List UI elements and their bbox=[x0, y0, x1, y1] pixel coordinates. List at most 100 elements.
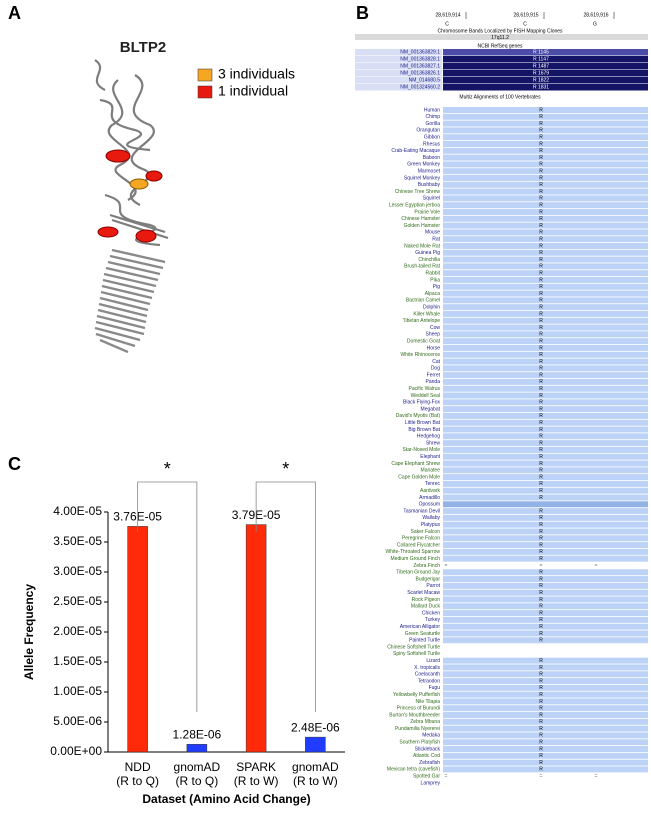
residue: R bbox=[539, 114, 543, 120]
species-name: Lizard bbox=[426, 658, 440, 664]
residue: R bbox=[539, 665, 543, 671]
species-name: Gorilla bbox=[426, 121, 441, 127]
residue: R bbox=[539, 753, 543, 759]
species-name: Megabat bbox=[421, 406, 441, 412]
position-label: 28,619,915 bbox=[513, 12, 538, 18]
residue: R bbox=[539, 726, 543, 732]
alignment-bar bbox=[443, 712, 648, 719]
species-name: Pika bbox=[430, 277, 440, 283]
species-name: Guinea Pig bbox=[415, 250, 440, 256]
value-label: 2.48E-06 bbox=[291, 720, 340, 734]
variant-site bbox=[105, 149, 131, 163]
alignment-bar bbox=[443, 610, 648, 617]
legend-label: 3 individuals bbox=[218, 66, 295, 82]
species-name: Bushbaby bbox=[418, 182, 441, 188]
x-tick-label: (R to Q) bbox=[116, 774, 159, 788]
species-name: Cow bbox=[430, 325, 440, 331]
species-name: Green Monkey bbox=[407, 162, 440, 168]
alignment-bar bbox=[443, 474, 648, 481]
residue: R bbox=[539, 699, 543, 705]
alignment-bar bbox=[443, 514, 648, 521]
residue: R bbox=[539, 135, 543, 141]
gap-mark: = bbox=[595, 774, 598, 780]
bar bbox=[305, 736, 326, 753]
bar bbox=[127, 526, 148, 753]
species-name: Medaka bbox=[422, 733, 440, 739]
variant-site bbox=[145, 170, 163, 182]
transcript-name: NM_014680.5 bbox=[409, 78, 441, 84]
species-name: Dog bbox=[431, 366, 440, 372]
alignment-bar bbox=[443, 426, 648, 433]
alignment-bar bbox=[443, 766, 648, 773]
species-name: Sheep bbox=[426, 332, 441, 338]
alignment-bar bbox=[443, 412, 648, 419]
alignment-bar bbox=[443, 195, 648, 202]
species-name: Spiny Softshell Turtle bbox=[393, 651, 440, 657]
residue: R bbox=[539, 155, 543, 161]
alignment-bar bbox=[443, 188, 648, 195]
residue: R bbox=[539, 338, 543, 344]
transcript-bar bbox=[443, 49, 648, 56]
alignment-bar bbox=[443, 263, 648, 270]
transcript-label: R 1487 bbox=[533, 64, 549, 70]
alignment-bar bbox=[443, 725, 648, 732]
alignment-bar bbox=[443, 236, 648, 243]
species-name: Scarlet Macaw bbox=[407, 590, 440, 596]
species-name: Baboon bbox=[423, 155, 440, 161]
significance-bracket bbox=[255, 481, 316, 712]
x-tick-label: (R to W) bbox=[293, 774, 338, 788]
transcript-bar bbox=[443, 63, 648, 70]
transcript-bar bbox=[443, 56, 648, 63]
residue: R bbox=[539, 209, 543, 215]
species-name: Elephant bbox=[420, 454, 440, 460]
significance-bracket bbox=[137, 481, 198, 712]
species-name: Cape Elephant Shrew bbox=[391, 461, 440, 467]
species-name: Burton's Mouthbreeder bbox=[389, 712, 440, 718]
alignment-bar bbox=[443, 168, 648, 175]
alignment-bar bbox=[443, 603, 648, 610]
species-name: Pig bbox=[433, 284, 440, 290]
variant-site bbox=[129, 178, 149, 190]
y-tick-label: 3.00E-05 bbox=[53, 564, 102, 578]
species-name: Peregrine Falcon bbox=[402, 536, 440, 542]
species-name: Armadillo bbox=[419, 495, 440, 501]
transcript-name: NM_001363829.1 bbox=[400, 50, 440, 56]
residue: R bbox=[539, 162, 543, 168]
protein-structure bbox=[94, 59, 169, 247]
species-name: Spotted Gar bbox=[413, 774, 440, 780]
x-tick-label: gnomAD bbox=[174, 760, 221, 774]
species-name: Hedgehog bbox=[417, 434, 440, 440]
species-name: Squirrel Monkey bbox=[404, 175, 441, 181]
residue: R bbox=[539, 298, 543, 304]
residue: R bbox=[539, 638, 543, 644]
species-name: Human bbox=[424, 107, 440, 113]
alignment-bar bbox=[443, 174, 648, 181]
alignment-bar bbox=[443, 446, 648, 453]
transcript-bar bbox=[443, 84, 648, 91]
species-name: Budgerigar bbox=[416, 576, 441, 582]
alignment-bar bbox=[443, 759, 648, 766]
species-name: Pundamilia Nyererei bbox=[395, 726, 440, 732]
x-tick-label: gnomAD bbox=[292, 760, 339, 774]
alignment-bar bbox=[443, 582, 648, 589]
alignment-bar bbox=[443, 657, 648, 664]
alignment-bar bbox=[443, 678, 648, 685]
residue: R bbox=[539, 175, 543, 181]
alignment-bar bbox=[443, 283, 648, 290]
x-tick-label: NDD bbox=[125, 760, 151, 774]
alignment-bar bbox=[443, 746, 648, 753]
alignment-bar bbox=[443, 365, 648, 372]
alignment-bar bbox=[443, 270, 648, 277]
alignment-bar bbox=[443, 684, 648, 691]
panel-label: B bbox=[356, 3, 369, 23]
transcript-name-cell bbox=[355, 63, 442, 70]
residue: R bbox=[539, 216, 543, 222]
transcript-name-cell bbox=[355, 49, 442, 56]
species-name: Collared Flycatcher bbox=[397, 542, 440, 548]
alignment-bar bbox=[443, 304, 648, 311]
species-name: Tasmanian Devil bbox=[403, 508, 440, 514]
variant-site bbox=[135, 229, 157, 243]
alignment-bar bbox=[443, 664, 648, 671]
species-name: Marmoset bbox=[418, 169, 441, 175]
alignment-bar bbox=[443, 222, 648, 229]
